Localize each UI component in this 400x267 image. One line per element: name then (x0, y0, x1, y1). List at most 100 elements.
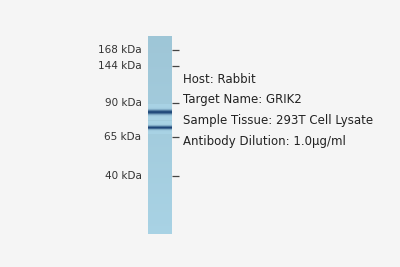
Bar (148, 224, 172, 225)
Bar (148, 101, 172, 102)
Bar (148, 163, 172, 164)
Bar (148, 211, 172, 212)
Bar (148, 141, 172, 142)
Bar (148, 55, 172, 56)
Bar (148, 184, 172, 185)
Text: 144 kDa: 144 kDa (98, 61, 142, 71)
Bar (148, 233, 172, 234)
Bar (148, 63, 172, 64)
Bar (148, 74, 172, 75)
Bar (148, 43, 172, 44)
Bar (148, 144, 172, 145)
Bar (148, 77, 172, 78)
Bar (148, 134, 172, 135)
Bar (148, 213, 172, 214)
Bar (148, 198, 172, 199)
Text: Host: Rabbit: Host: Rabbit (183, 73, 256, 86)
Bar (148, 175, 172, 176)
Bar (148, 159, 172, 160)
Bar (148, 166, 172, 167)
Bar (148, 137, 172, 138)
Bar (148, 68, 172, 69)
Bar (148, 148, 172, 149)
Bar (148, 174, 172, 175)
Bar (148, 181, 172, 182)
Bar (148, 92, 172, 93)
Bar (148, 56, 172, 57)
Bar (148, 143, 172, 144)
Bar (148, 131, 172, 132)
Bar (148, 96, 172, 97)
Bar (148, 122, 172, 123)
Bar (148, 69, 172, 70)
Bar (148, 214, 172, 215)
Text: Sample Tissue: 293T Cell Lysate: Sample Tissue: 293T Cell Lysate (183, 114, 374, 127)
Bar (148, 91, 172, 92)
Bar (148, 66, 172, 67)
Bar (148, 186, 172, 187)
Bar (148, 192, 172, 193)
Bar (148, 125, 172, 126)
Bar (148, 178, 172, 179)
Bar (148, 110, 172, 111)
Bar (148, 154, 172, 155)
Bar (148, 94, 172, 95)
Bar (148, 58, 172, 59)
Bar (148, 121, 172, 122)
Bar (148, 82, 172, 83)
Bar (148, 76, 172, 77)
Bar (148, 165, 172, 166)
Text: Target Name: GRIK2: Target Name: GRIK2 (183, 93, 302, 106)
Bar (148, 218, 172, 219)
Bar (148, 230, 172, 231)
Bar (148, 114, 172, 115)
Bar (148, 85, 172, 86)
Text: Antibody Dilution: 1.0μg/ml: Antibody Dilution: 1.0μg/ml (183, 135, 346, 147)
Bar (148, 113, 172, 114)
Bar (148, 135, 172, 136)
Bar (148, 36, 172, 37)
Bar (148, 70, 172, 71)
Bar (148, 215, 172, 216)
Bar (148, 182, 172, 183)
Bar (148, 60, 172, 61)
Bar (148, 216, 172, 217)
Bar (148, 132, 172, 133)
Bar (148, 231, 172, 232)
Bar (148, 226, 172, 227)
Bar (148, 127, 172, 128)
Bar (148, 53, 172, 54)
Bar (148, 64, 172, 65)
Bar (148, 142, 172, 143)
Bar (148, 205, 172, 206)
Bar (148, 107, 172, 108)
Bar (148, 225, 172, 226)
Bar (148, 193, 172, 194)
Bar (148, 176, 172, 177)
Bar (148, 120, 172, 121)
Bar (148, 40, 172, 41)
Bar (148, 171, 172, 172)
Bar (148, 129, 172, 130)
Bar (148, 190, 172, 191)
Bar (148, 204, 172, 205)
Bar (148, 124, 172, 125)
Bar (148, 188, 172, 189)
Bar (148, 136, 172, 137)
Bar (148, 79, 172, 80)
Bar (148, 180, 172, 181)
Bar (148, 39, 172, 40)
Bar (148, 207, 172, 208)
Bar (148, 86, 172, 87)
Bar (148, 97, 172, 98)
Bar (148, 98, 172, 99)
Bar (148, 93, 172, 94)
Bar (148, 195, 172, 196)
Bar (148, 48, 172, 49)
Bar (148, 139, 172, 140)
Bar (148, 106, 172, 107)
Bar (148, 46, 172, 47)
Bar (148, 102, 172, 103)
Bar (148, 169, 172, 170)
Bar (148, 203, 172, 204)
